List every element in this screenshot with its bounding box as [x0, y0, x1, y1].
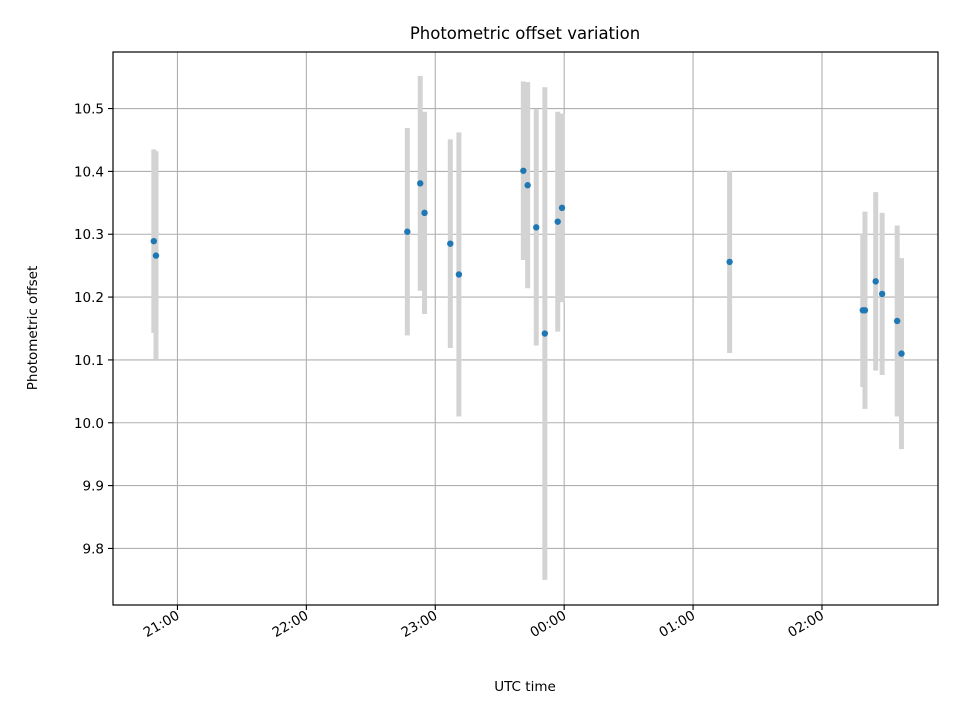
- chart-title: Photometric offset variation: [410, 24, 640, 43]
- data-point: [872, 278, 879, 285]
- data-point: [878, 290, 886, 298]
- data-points: [150, 167, 905, 357]
- data-point: [726, 258, 733, 266]
- data-point: [898, 350, 905, 357]
- plot-frame: [112, 51, 939, 606]
- data-point: [893, 317, 901, 325]
- data-point: [417, 180, 424, 187]
- data-point: [520, 167, 527, 174]
- data-point: [533, 224, 540, 231]
- y-axis: 9.8 9.9 10.0 10.1 10.2 10.3 10.4 10.5: [74, 102, 113, 557]
- data-point: [421, 209, 428, 217]
- data-point: [541, 330, 549, 337]
- data-point: [152, 252, 160, 259]
- data-point: [404, 228, 411, 235]
- y-tick-label: 10.5: [74, 102, 104, 118]
- data-point: [455, 271, 463, 278]
- y-axis-label: Photometric offset: [25, 266, 41, 390]
- y-tick-label: 10.1: [74, 353, 104, 369]
- data-point: [554, 218, 561, 225]
- data-point: [447, 240, 454, 247]
- data-point: [150, 237, 158, 245]
- y-tick-label: 10.3: [74, 227, 104, 243]
- data-point: [861, 307, 869, 314]
- y-tick-label: 10.0: [74, 416, 104, 432]
- x-axis-label: UTC time: [494, 679, 556, 695]
- data-point: [524, 182, 531, 189]
- y-tick-label: 9.8: [83, 541, 104, 557]
- y-tick-label: 9.9: [83, 479, 104, 495]
- y-tick-label: 10.4: [74, 164, 104, 180]
- y-tick-label: 10.2: [74, 290, 104, 306]
- data-point: [558, 204, 566, 212]
